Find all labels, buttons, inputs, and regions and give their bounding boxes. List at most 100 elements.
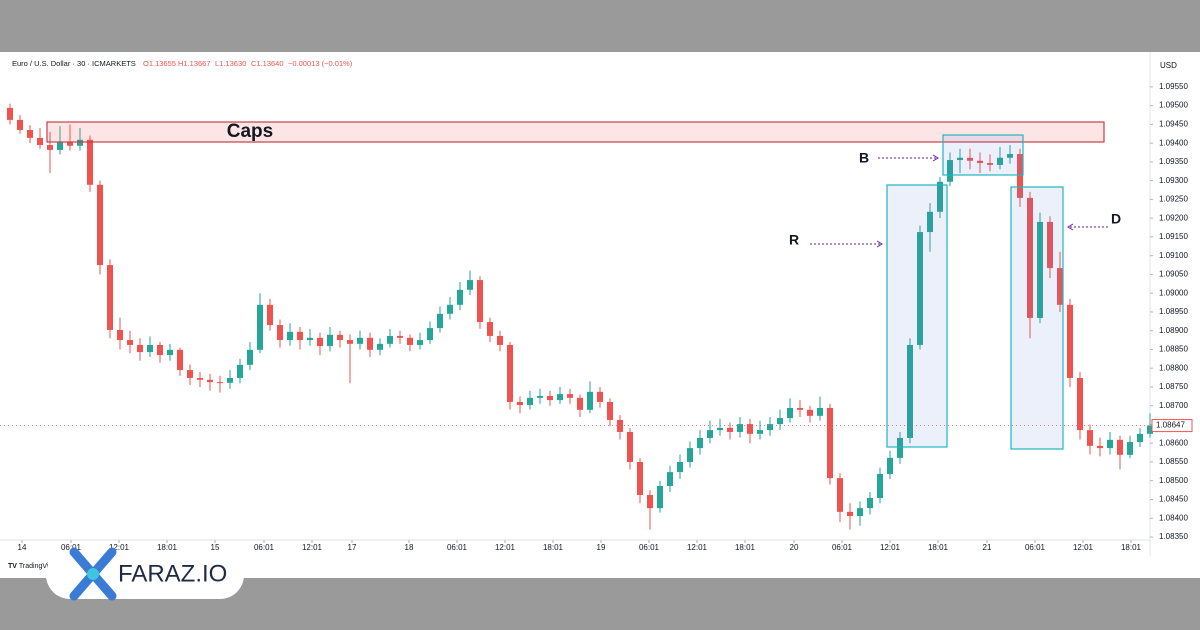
candle-body [317, 337, 323, 347]
candle-body [287, 331, 293, 341]
candle-body [897, 437, 903, 458]
candle-body [147, 344, 153, 353]
change: −0.00013 (−0.01%) [288, 59, 353, 68]
b-zone [942, 134, 1024, 176]
candle-body [417, 340, 423, 345]
y-tick-label: 1.08750 [1159, 382, 1188, 391]
candle-body [267, 304, 273, 326]
candle-body [907, 344, 913, 438]
candle-body [227, 377, 233, 383]
y-tick-label: 1.08600 [1159, 438, 1188, 447]
candle-body [837, 478, 843, 512]
candle-body [927, 211, 933, 233]
candle-body [967, 157, 973, 161]
candle-body [187, 370, 193, 378]
candle-body [557, 394, 563, 401]
candle-body [177, 349, 183, 371]
candle-body [877, 473, 883, 498]
y-tick-label: 1.09250 [1159, 195, 1188, 204]
candle-body [57, 142, 63, 150]
candle-body [657, 485, 663, 509]
candle-body [1117, 439, 1123, 455]
candle-body [1097, 445, 1103, 449]
d-zone [1010, 186, 1064, 450]
candle-body [1067, 304, 1073, 378]
candle-body [937, 181, 943, 212]
y-tick-label: 1.09300 [1159, 176, 1188, 185]
y-tick-label: 1.09050 [1159, 270, 1188, 279]
y-tick-label: 1.09350 [1159, 157, 1188, 166]
candle-body [257, 304, 263, 350]
x-tick-label: 12:01 [109, 543, 130, 552]
y-tick-label: 1.08350 [1159, 532, 1188, 541]
candle-body [607, 401, 613, 420]
candle-body [687, 448, 693, 462]
candle-body [207, 379, 213, 383]
candle-body [547, 395, 553, 401]
candle-body [637, 461, 643, 495]
plot: 1.08350 1.08400 1.08450 1.08500 1.08550 1.086… [0, 82, 1193, 552]
candle-body [807, 409, 813, 416]
logo-text: FARAZ.IO [118, 560, 227, 587]
candle-body [277, 325, 283, 341]
y-tick-label: 1.09200 [1159, 213, 1188, 222]
candle-body [1017, 154, 1023, 198]
x-tick-label: 18:01 [157, 543, 178, 552]
x-tick-label: 06:01 [61, 543, 82, 552]
candle-body [1077, 377, 1083, 431]
x-tick-label: 21 [983, 543, 992, 552]
candle-body [787, 407, 793, 419]
x-tick-label: 18 [405, 543, 414, 552]
candle-body [67, 142, 73, 146]
candle-body [1107, 439, 1113, 449]
y-tick-label: 1.08800 [1159, 363, 1188, 372]
candle-body [1087, 430, 1093, 446]
x-tick-label: 06:01 [832, 543, 853, 552]
y-tick-label: 1.08400 [1159, 513, 1188, 522]
candle-body [37, 137, 43, 146]
candle-body [887, 457, 893, 474]
candle-body [1027, 197, 1033, 318]
candle-body [297, 331, 303, 341]
x-tick-label: 12:01 [495, 543, 516, 552]
candle-body [357, 337, 363, 344]
d-label: D [1111, 211, 1121, 227]
candle-body [717, 427, 723, 431]
candle-body [427, 328, 433, 341]
x-tick-label: 18:01 [1121, 543, 1142, 552]
candle-body [237, 364, 243, 378]
y-tick-label: 1.08450 [1159, 495, 1188, 504]
b-label: B [859, 150, 869, 166]
candle-body [387, 335, 393, 344]
x-tick-label: 06:01 [447, 543, 468, 552]
candle-body [567, 394, 573, 398]
candle-body [437, 313, 443, 329]
candle-body [167, 349, 173, 356]
candle-body [597, 391, 603, 402]
candle-body [1137, 433, 1143, 443]
x-tick-label: 12:01 [687, 543, 708, 552]
high: H1.13667 [178, 59, 211, 68]
candle-body [987, 163, 993, 165]
candle-body [117, 329, 123, 341]
candle-body [97, 184, 103, 266]
y-tick-label: 1.08550 [1159, 457, 1188, 466]
y-tick-label: 1.08700 [1159, 401, 1188, 410]
x-tick-label: 06:01 [639, 543, 660, 552]
candle-body [577, 397, 583, 410]
candle-body [157, 344, 163, 356]
candle-body [627, 431, 633, 462]
r-zone [886, 184, 948, 448]
top-band [0, 0, 1200, 52]
candle-body [707, 430, 713, 438]
symbol: Euro / U.S. Dollar · 30 · ICMARKETS [12, 59, 136, 68]
r-arrow-head [876, 240, 883, 248]
x-tick-label: 12:01 [1073, 543, 1094, 552]
candle-body [527, 397, 533, 405]
candle-body [747, 424, 753, 434]
candle-body [7, 107, 13, 120]
candle-body [587, 391, 593, 410]
candle-body [137, 344, 143, 353]
candle-body [327, 334, 333, 347]
